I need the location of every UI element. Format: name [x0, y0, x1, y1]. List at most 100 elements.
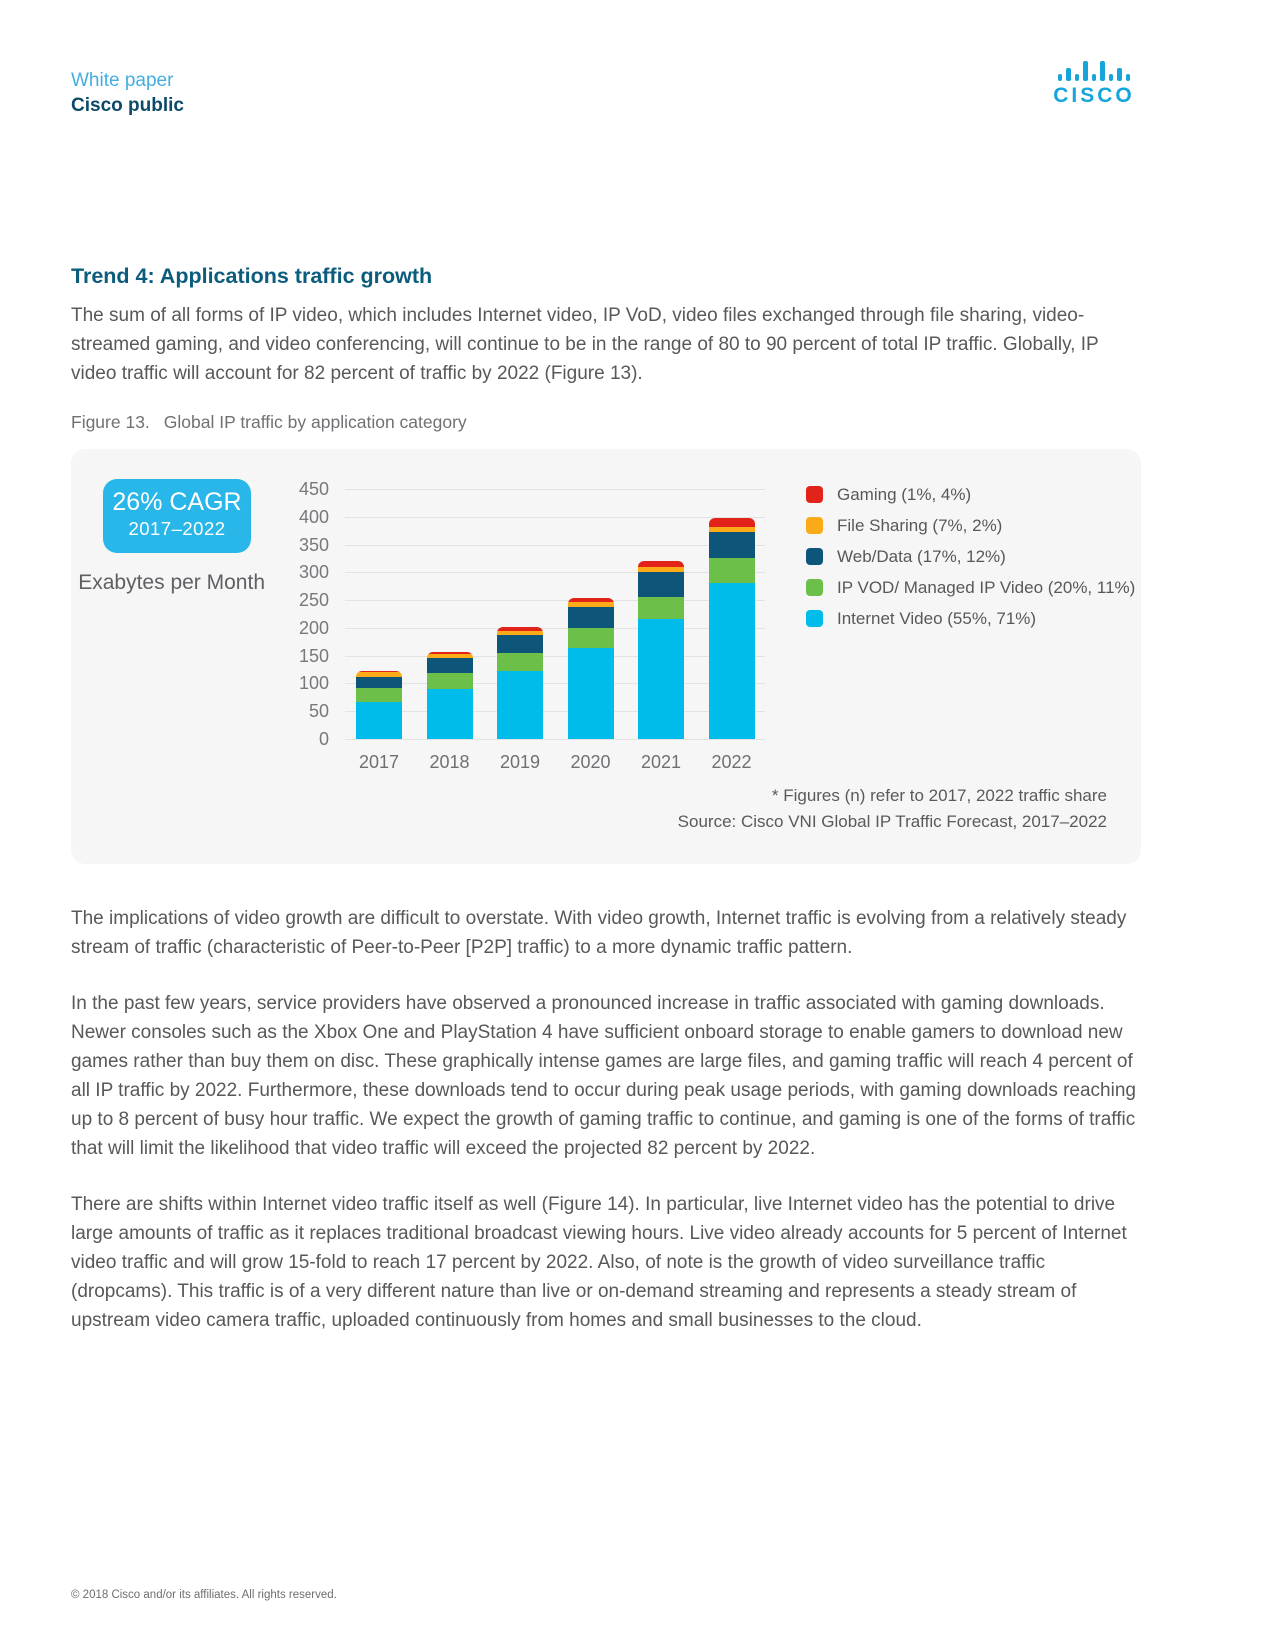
bar-segment-web-data [567, 606, 614, 628]
x-axis-label: 2020 [570, 752, 611, 772]
y-tick-label: 300 [298, 562, 329, 583]
bar-segment-file-sharing [426, 654, 473, 659]
stacked-bar-2020 [567, 597, 614, 739]
cagr-badge: 26% CAGR 2017–2022 [103, 479, 251, 553]
paragraph-gaming: In the past few years, service providers… [71, 993, 1136, 1159]
y-tick-label: 200 [298, 617, 329, 638]
bar-segment-web-data [708, 531, 755, 559]
cisco-bridge-icon [1048, 60, 1140, 81]
stacked-bar-2017 [356, 671, 402, 739]
figure-caption: Figure 13. Global IP traffic by applicati… [71, 412, 1141, 433]
legend-item: File Sharing (7%, 2%) [806, 515, 1135, 535]
copyright-footer: © 2018 Cisco and/or its affiliates. All … [71, 1589, 337, 1601]
x-axis-label: 2017 [358, 752, 400, 772]
cagr-value: 26% CAGR [112, 488, 242, 516]
gridline [345, 655, 765, 657]
section-title: Trend 4: Applications traffic growth [71, 264, 433, 288]
bar-segment-gaming [638, 561, 684, 568]
stacked-bar-2019 [497, 627, 543, 739]
bar-segment-gaming [567, 597, 614, 603]
y-tick-label: 400 [298, 506, 329, 527]
stacked-bar-2018 [426, 652, 473, 739]
legend-label: Internet Video (55%, 71%) [837, 608, 1037, 628]
legend-label: IP VOD/ Managed IP Video (20%, 11%) [837, 577, 1136, 597]
bar-segment-internet-video [426, 688, 473, 739]
legend-item: IP VOD/ Managed IP Video (20%, 11%) [806, 577, 1136, 597]
gridline [345, 627, 765, 629]
bar-segment-ip-vod [426, 673, 473, 689]
bar-segment-file-sharing [708, 527, 755, 532]
classification-label: Cisco public [71, 95, 184, 116]
plot-area: 2017 2018 2019 2020 2021 2022 [345, 489, 765, 772]
page-header: White paper Cisco public [71, 68, 184, 118]
x-axis-label: 2022 [711, 752, 752, 772]
bar-segment-ip-vod [708, 558, 755, 583]
chart-footnote: * Figures (n) refer to 2017, 2022 traffi… [771, 786, 1107, 805]
bar-segment-gaming [356, 671, 402, 673]
bar-segment-file-sharing [356, 672, 402, 677]
intro-paragraph: The sum of all forms of IP video, which … [71, 305, 1099, 384]
chart-source: Source: Cisco VNI Global IP Traffic Fore… [677, 812, 1107, 831]
bar-segment-internet-video [638, 619, 684, 739]
figure-label: Figure 13. [71, 412, 150, 432]
bar-segment-web-data [356, 676, 402, 689]
bar-segment-internet-video [356, 701, 402, 739]
y-tick-label: 350 [298, 534, 329, 555]
cisco-logo: cisco [1048, 60, 1140, 108]
legend-item: Web/Data (17%, 12%) [806, 546, 1135, 566]
y-tick-label: 50 [308, 701, 329, 722]
bar-segment-internet-video [567, 648, 614, 739]
bar-segment-file-sharing [497, 630, 543, 635]
main-column: Trend 4: Applications traffic growth The… [71, 264, 1141, 1335]
bar-segment-ip-vod [567, 627, 614, 649]
bar-segment-ip-vod [638, 597, 684, 620]
legend-item: Internet Video (55%, 71%) [806, 608, 1135, 628]
legend-swatch-icon [806, 486, 823, 503]
bar-segment-web-data [497, 635, 543, 653]
bar-segment-file-sharing [638, 567, 684, 573]
y-tick-label: 250 [298, 590, 329, 611]
bar-segment-ip-vod [356, 688, 402, 702]
bar-segment-ip-vod [497, 652, 543, 672]
x-axis-label: 2019 [499, 752, 541, 772]
paragraph-implications: The implications of video growth are dif… [71, 908, 1127, 958]
gridline [345, 489, 765, 490]
gridline [345, 683, 765, 685]
gridline [345, 600, 765, 602]
y-tick-label: 150 [298, 645, 329, 666]
cagr-period: 2017–2022 [128, 518, 226, 539]
stacked-bar-2021 [638, 561, 684, 739]
cisco-logo-text: cisco [1053, 84, 1135, 107]
gridline [345, 572, 765, 574]
legend-label: File Sharing (7%, 2%) [837, 515, 1003, 535]
x-axis-label: 2018 [429, 752, 470, 772]
chart-legend: Gaming (1%, 4%) File Sharing (7%, 2%) Web/… [806, 484, 1136, 628]
legend-label: Gaming (1%, 4%) [837, 484, 972, 504]
legend-swatch-icon [806, 579, 823, 596]
y-tick-label: 100 [298, 673, 329, 694]
bar-segment-internet-video [497, 671, 543, 739]
figure-title: Global IP traffic by application categor… [163, 412, 467, 432]
chart-panel: 26% CAGR 2017–2022 Exabytes per Month 45… [71, 449, 1141, 864]
gridline [345, 516, 765, 518]
legend-swatch-icon [806, 517, 823, 534]
gridline [345, 544, 765, 546]
doc-type-label: White paper [71, 70, 174, 91]
stacked-bar-2022 [708, 518, 755, 739]
y-axis-title: Exabytes per Month [78, 571, 265, 594]
gridline [345, 711, 765, 713]
y-tick-label: 450 [298, 479, 329, 499]
legend-swatch-icon [806, 548, 823, 565]
y-tick-label: 0 [318, 729, 329, 749]
bar-segment-web-data [426, 658, 473, 674]
legend-label: Web/Data (17%, 12%) [837, 546, 1006, 566]
legend-item: Gaming (1%, 4%) [806, 484, 1135, 504]
legend-swatch-icon [806, 610, 823, 627]
chart-notes: * Figures (n) refer to 2017, 2022 traffi… [678, 783, 1107, 835]
bar-segment-gaming [708, 518, 755, 528]
bar-segment-gaming [497, 627, 543, 631]
y-ticks: 450 400 350 300 250 200 150 100 50 0 [245, 479, 329, 749]
paragraph-video-shifts: There are shifts within Internet video t… [71, 1194, 1127, 1331]
bar-segment-file-sharing [567, 602, 614, 607]
